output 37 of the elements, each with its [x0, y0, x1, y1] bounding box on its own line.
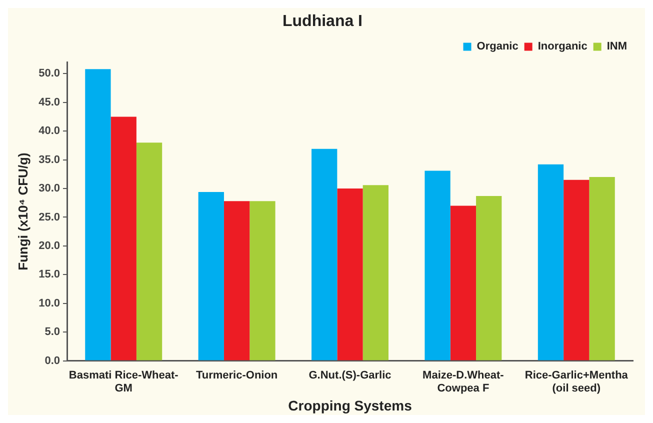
y-tick-label: 40.0	[38, 125, 60, 138]
bar	[110, 116, 136, 360]
x-axis-title: Cropping Systems	[288, 397, 412, 414]
bar	[424, 170, 450, 360]
y-tick-label: 0.0	[44, 354, 60, 367]
bar	[476, 196, 502, 360]
y-tick-label: 30.0	[38, 182, 60, 195]
legend-label: Organic	[476, 40, 518, 53]
x-tick-label: Basmati Rice-Wheat-GM	[68, 369, 179, 395]
y-tick-label: 25.0	[38, 211, 60, 224]
bar	[198, 192, 224, 360]
bar	[564, 180, 590, 360]
bar	[85, 69, 111, 360]
y-tick-label: 35.0	[38, 154, 60, 166]
bar	[250, 201, 276, 360]
bar	[589, 177, 615, 360]
legend-label: Inorganic	[538, 40, 588, 53]
y-tick-label: 15.0	[38, 268, 60, 281]
y-tick-label: 5.0	[44, 326, 60, 338]
bar	[337, 188, 363, 360]
bar	[136, 142, 162, 360]
bar	[224, 201, 250, 360]
y-tick-label: 45.0	[38, 96, 60, 108]
y-tick-label: 10.0	[38, 297, 60, 310]
bar	[312, 148, 338, 360]
y-tick-label: 20.0	[38, 240, 60, 252]
x-tick-label: Rice-Garlic+Mentha (oil seed)	[524, 369, 629, 395]
bar	[450, 206, 476, 360]
x-tick-label: Maize-D.Wheat-Cowpea F	[422, 369, 504, 395]
x-tick-label: Turmeric-Onion	[196, 369, 278, 382]
bar	[362, 185, 388, 360]
bar	[538, 164, 564, 360]
y-tick-label: 50.0	[38, 68, 60, 80]
chart-title: Ludhiana I	[282, 13, 362, 30]
y-axis-title: Fungi (x10⁴ CFU/g)	[15, 152, 30, 270]
legend-label: INM	[606, 40, 628, 53]
x-tick-label: G.Nut.(S)-Garlic	[308, 369, 392, 382]
